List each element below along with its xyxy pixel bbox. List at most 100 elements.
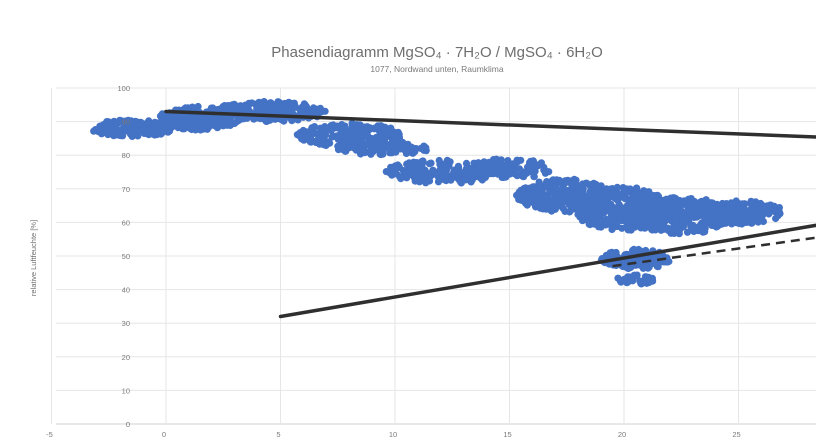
data-point — [117, 117, 125, 125]
data-point — [562, 179, 570, 187]
data-point — [683, 228, 692, 236]
boundary-lines — [164, 109, 816, 319]
data-point — [263, 102, 271, 110]
chart-title: Phasendiagramm MgSO₄ · 7H₂O / MgSO₄ · 6H… — [271, 44, 603, 61]
data-point — [765, 210, 773, 218]
data-point — [572, 180, 580, 188]
data-point — [186, 124, 194, 133]
gridlines — [51, 87, 816, 425]
data-point — [596, 194, 604, 202]
data-point — [512, 165, 520, 174]
data-point — [347, 126, 355, 134]
data-point — [589, 195, 597, 204]
data-point — [326, 139, 334, 147]
data-point — [607, 250, 616, 258]
data-point — [625, 217, 633, 225]
data-point — [302, 103, 310, 111]
data-point — [544, 203, 552, 212]
data-point — [719, 211, 727, 219]
data-point — [316, 104, 324, 112]
data-point — [600, 201, 608, 209]
y-tick-label: 90 — [122, 118, 130, 127]
data-point — [342, 133, 350, 141]
data-point — [245, 99, 253, 107]
data-point — [757, 199, 765, 208]
data-point — [281, 99, 289, 108]
data-point — [297, 107, 305, 115]
data-point — [641, 223, 650, 231]
x-tick-label: 5 — [276, 430, 280, 439]
data-point — [412, 161, 420, 170]
data-point — [585, 220, 593, 228]
data-point — [454, 164, 463, 172]
data-point — [621, 195, 629, 203]
data-point — [540, 165, 548, 174]
data-point — [638, 192, 646, 200]
data-point — [730, 213, 738, 221]
data-point — [674, 224, 682, 232]
data-point — [700, 202, 709, 210]
data-point — [182, 120, 190, 128]
x-tick-label: 20 — [618, 430, 626, 439]
data-point — [396, 173, 404, 181]
x-tick-label: 25 — [732, 430, 740, 439]
data-point — [616, 215, 625, 224]
data-point — [310, 123, 319, 131]
data-point — [593, 213, 601, 221]
data-point — [334, 146, 343, 154]
data-point — [399, 143, 407, 151]
data-point — [609, 223, 618, 231]
data-point — [353, 121, 361, 129]
data-point — [404, 171, 412, 180]
data-point — [474, 159, 482, 167]
data-point — [150, 127, 158, 135]
data-point — [447, 176, 455, 184]
data-point — [628, 197, 636, 205]
data-point — [174, 119, 182, 127]
data-point — [416, 176, 424, 184]
data-point — [486, 164, 494, 172]
data-point — [613, 183, 621, 191]
boundary-line — [278, 223, 816, 319]
data-point — [266, 116, 274, 124]
data-point — [574, 210, 582, 219]
data-point — [103, 123, 111, 131]
data-point — [602, 221, 610, 229]
data-point — [395, 163, 403, 171]
data-point — [583, 179, 591, 187]
data-point — [727, 199, 735, 207]
data-point — [704, 216, 712, 224]
data-point — [648, 224, 656, 232]
data-point — [682, 215, 691, 223]
data-point — [295, 131, 303, 139]
data-point — [306, 137, 314, 145]
data-point — [534, 198, 542, 206]
data-point — [343, 143, 351, 151]
data-point — [446, 158, 454, 166]
y-tick-label: 60 — [122, 218, 130, 227]
data-point — [498, 173, 506, 181]
data-point — [744, 218, 752, 226]
data-point — [750, 209, 758, 217]
data-point — [359, 139, 367, 147]
data-point — [434, 178, 443, 186]
data-point — [636, 277, 644, 285]
data-point — [542, 193, 551, 202]
data-point — [657, 199, 666, 207]
data-point — [530, 158, 538, 166]
data-point — [478, 171, 486, 179]
data-point — [374, 122, 382, 130]
data-point — [312, 138, 320, 147]
x-tick-label: 0 — [162, 430, 166, 439]
y-tick-label: 40 — [122, 286, 130, 295]
boundary-line — [164, 109, 816, 139]
data-point — [552, 179, 560, 187]
data-point — [648, 212, 657, 220]
data-point — [617, 278, 625, 286]
data-point — [560, 198, 568, 206]
y-tick-label: 20 — [122, 353, 130, 362]
data-point — [756, 212, 765, 220]
data-point — [714, 203, 723, 211]
data-point — [289, 100, 297, 108]
